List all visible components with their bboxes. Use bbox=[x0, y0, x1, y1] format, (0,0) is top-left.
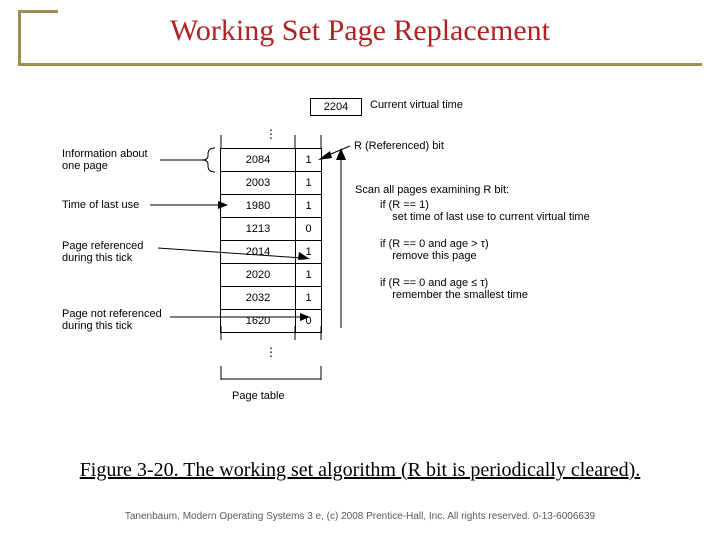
current-virtual-time-box: 2204 bbox=[310, 98, 362, 116]
cell-time: 1213 bbox=[221, 218, 296, 240]
label-scan: Scan all pages examining R bit: bbox=[355, 184, 509, 196]
cell-time: 2084 bbox=[221, 149, 296, 171]
cell-time: 2003 bbox=[221, 172, 296, 194]
cell-r: 1 bbox=[296, 195, 321, 217]
label-cond3: if (R == 0 and age ≤ τ) remember the sma… bbox=[380, 277, 528, 301]
arrow-time-last-use bbox=[150, 200, 228, 210]
table-row: 1980 1 bbox=[221, 195, 321, 218]
cell-r: 1 bbox=[296, 287, 321, 309]
label-cond2: if (R == 0 and age > τ) remove this page bbox=[380, 238, 489, 262]
figure-caption: Figure 3-20. The working set algorithm (… bbox=[20, 459, 700, 482]
table-row: 2032 1 bbox=[221, 287, 321, 310]
cell-time: 2032 bbox=[221, 287, 296, 309]
arrow-page-ref bbox=[158, 243, 312, 261]
slide-title: Working Set Page Replacement bbox=[0, 14, 720, 48]
title-rule bbox=[18, 63, 702, 66]
label-r-bit: R (Referenced) bit bbox=[354, 140, 444, 152]
page-table: 2084 1 2003 1 1980 1 1213 0 2014 1 2020 … bbox=[220, 148, 322, 333]
cell-time: 1980 bbox=[221, 195, 296, 217]
diagram: 2204 Current virtual time ... 2084 1 200… bbox=[50, 90, 670, 430]
cell-r: 0 bbox=[296, 218, 321, 240]
table-row: 2003 1 bbox=[221, 172, 321, 195]
current-virtual-time-label: Current virtual time bbox=[370, 99, 463, 111]
label-page-not-ref: Page not referenced during this tick bbox=[62, 308, 162, 332]
arrow-page-not-ref bbox=[170, 312, 312, 322]
table-row: 1213 0 bbox=[221, 218, 321, 241]
table-row: 2020 1 bbox=[221, 264, 321, 287]
label-cond1: if (R == 1) set time of last use to curr… bbox=[380, 199, 590, 223]
label-page-ref: Page referenced during this tick bbox=[62, 240, 143, 264]
label-info: Information about one page bbox=[62, 148, 148, 172]
page-table-label: Page table bbox=[232, 390, 285, 402]
corner-rule-top bbox=[18, 10, 58, 13]
ellipsis-dots: ... bbox=[269, 342, 273, 354]
cell-r: 1 bbox=[296, 264, 321, 286]
table-top-ticks bbox=[220, 135, 322, 149]
cell-r: 1 bbox=[296, 172, 321, 194]
brace-info bbox=[160, 146, 218, 174]
cell-time: 2020 bbox=[221, 264, 296, 286]
label-time-last-use: Time of last use bbox=[62, 199, 139, 211]
table-row: 2084 1 bbox=[221, 149, 321, 172]
table-bottom-border bbox=[220, 366, 322, 380]
slide: Working Set Page Replacement 2204 Curren… bbox=[0, 0, 720, 540]
scan-arrow bbox=[334, 148, 348, 328]
footer-copyright: Tanenbaum, Modern Operating Systems 3 e,… bbox=[0, 511, 720, 522]
